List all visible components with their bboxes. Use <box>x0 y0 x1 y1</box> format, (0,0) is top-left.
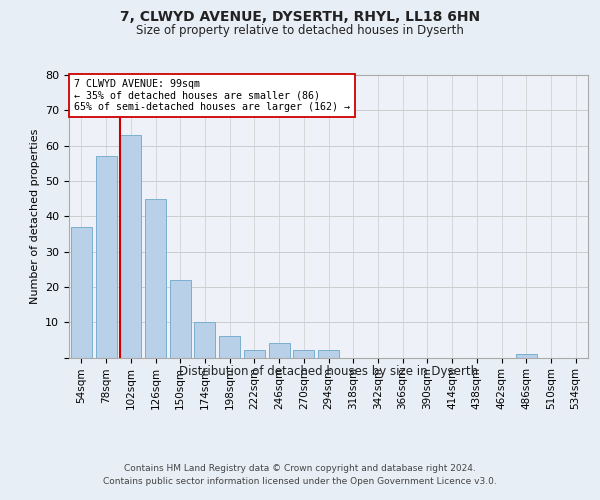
Text: Contains public sector information licensed under the Open Government Licence v3: Contains public sector information licen… <box>103 478 497 486</box>
Bar <box>194 322 215 358</box>
Bar <box>71 227 92 358</box>
Bar <box>145 198 166 358</box>
Bar <box>516 354 537 358</box>
Bar <box>269 344 290 357</box>
Bar <box>170 280 191 357</box>
Y-axis label: Number of detached properties: Number of detached properties <box>29 128 40 304</box>
Text: Size of property relative to detached houses in Dyserth: Size of property relative to detached ho… <box>136 24 464 37</box>
Bar <box>244 350 265 358</box>
Bar <box>219 336 240 357</box>
Text: Contains HM Land Registry data © Crown copyright and database right 2024.: Contains HM Land Registry data © Crown c… <box>124 464 476 473</box>
Text: 7, CLWYD AVENUE, DYSERTH, RHYL, LL18 6HN: 7, CLWYD AVENUE, DYSERTH, RHYL, LL18 6HN <box>120 10 480 24</box>
Text: Distribution of detached houses by size in Dyserth: Distribution of detached houses by size … <box>179 365 478 378</box>
Bar <box>318 350 339 358</box>
Bar <box>120 135 141 358</box>
Bar <box>293 350 314 358</box>
Text: 7 CLWYD AVENUE: 99sqm
← 35% of detached houses are smaller (86)
65% of semi-deta: 7 CLWYD AVENUE: 99sqm ← 35% of detached … <box>74 79 350 112</box>
Bar <box>95 156 116 358</box>
